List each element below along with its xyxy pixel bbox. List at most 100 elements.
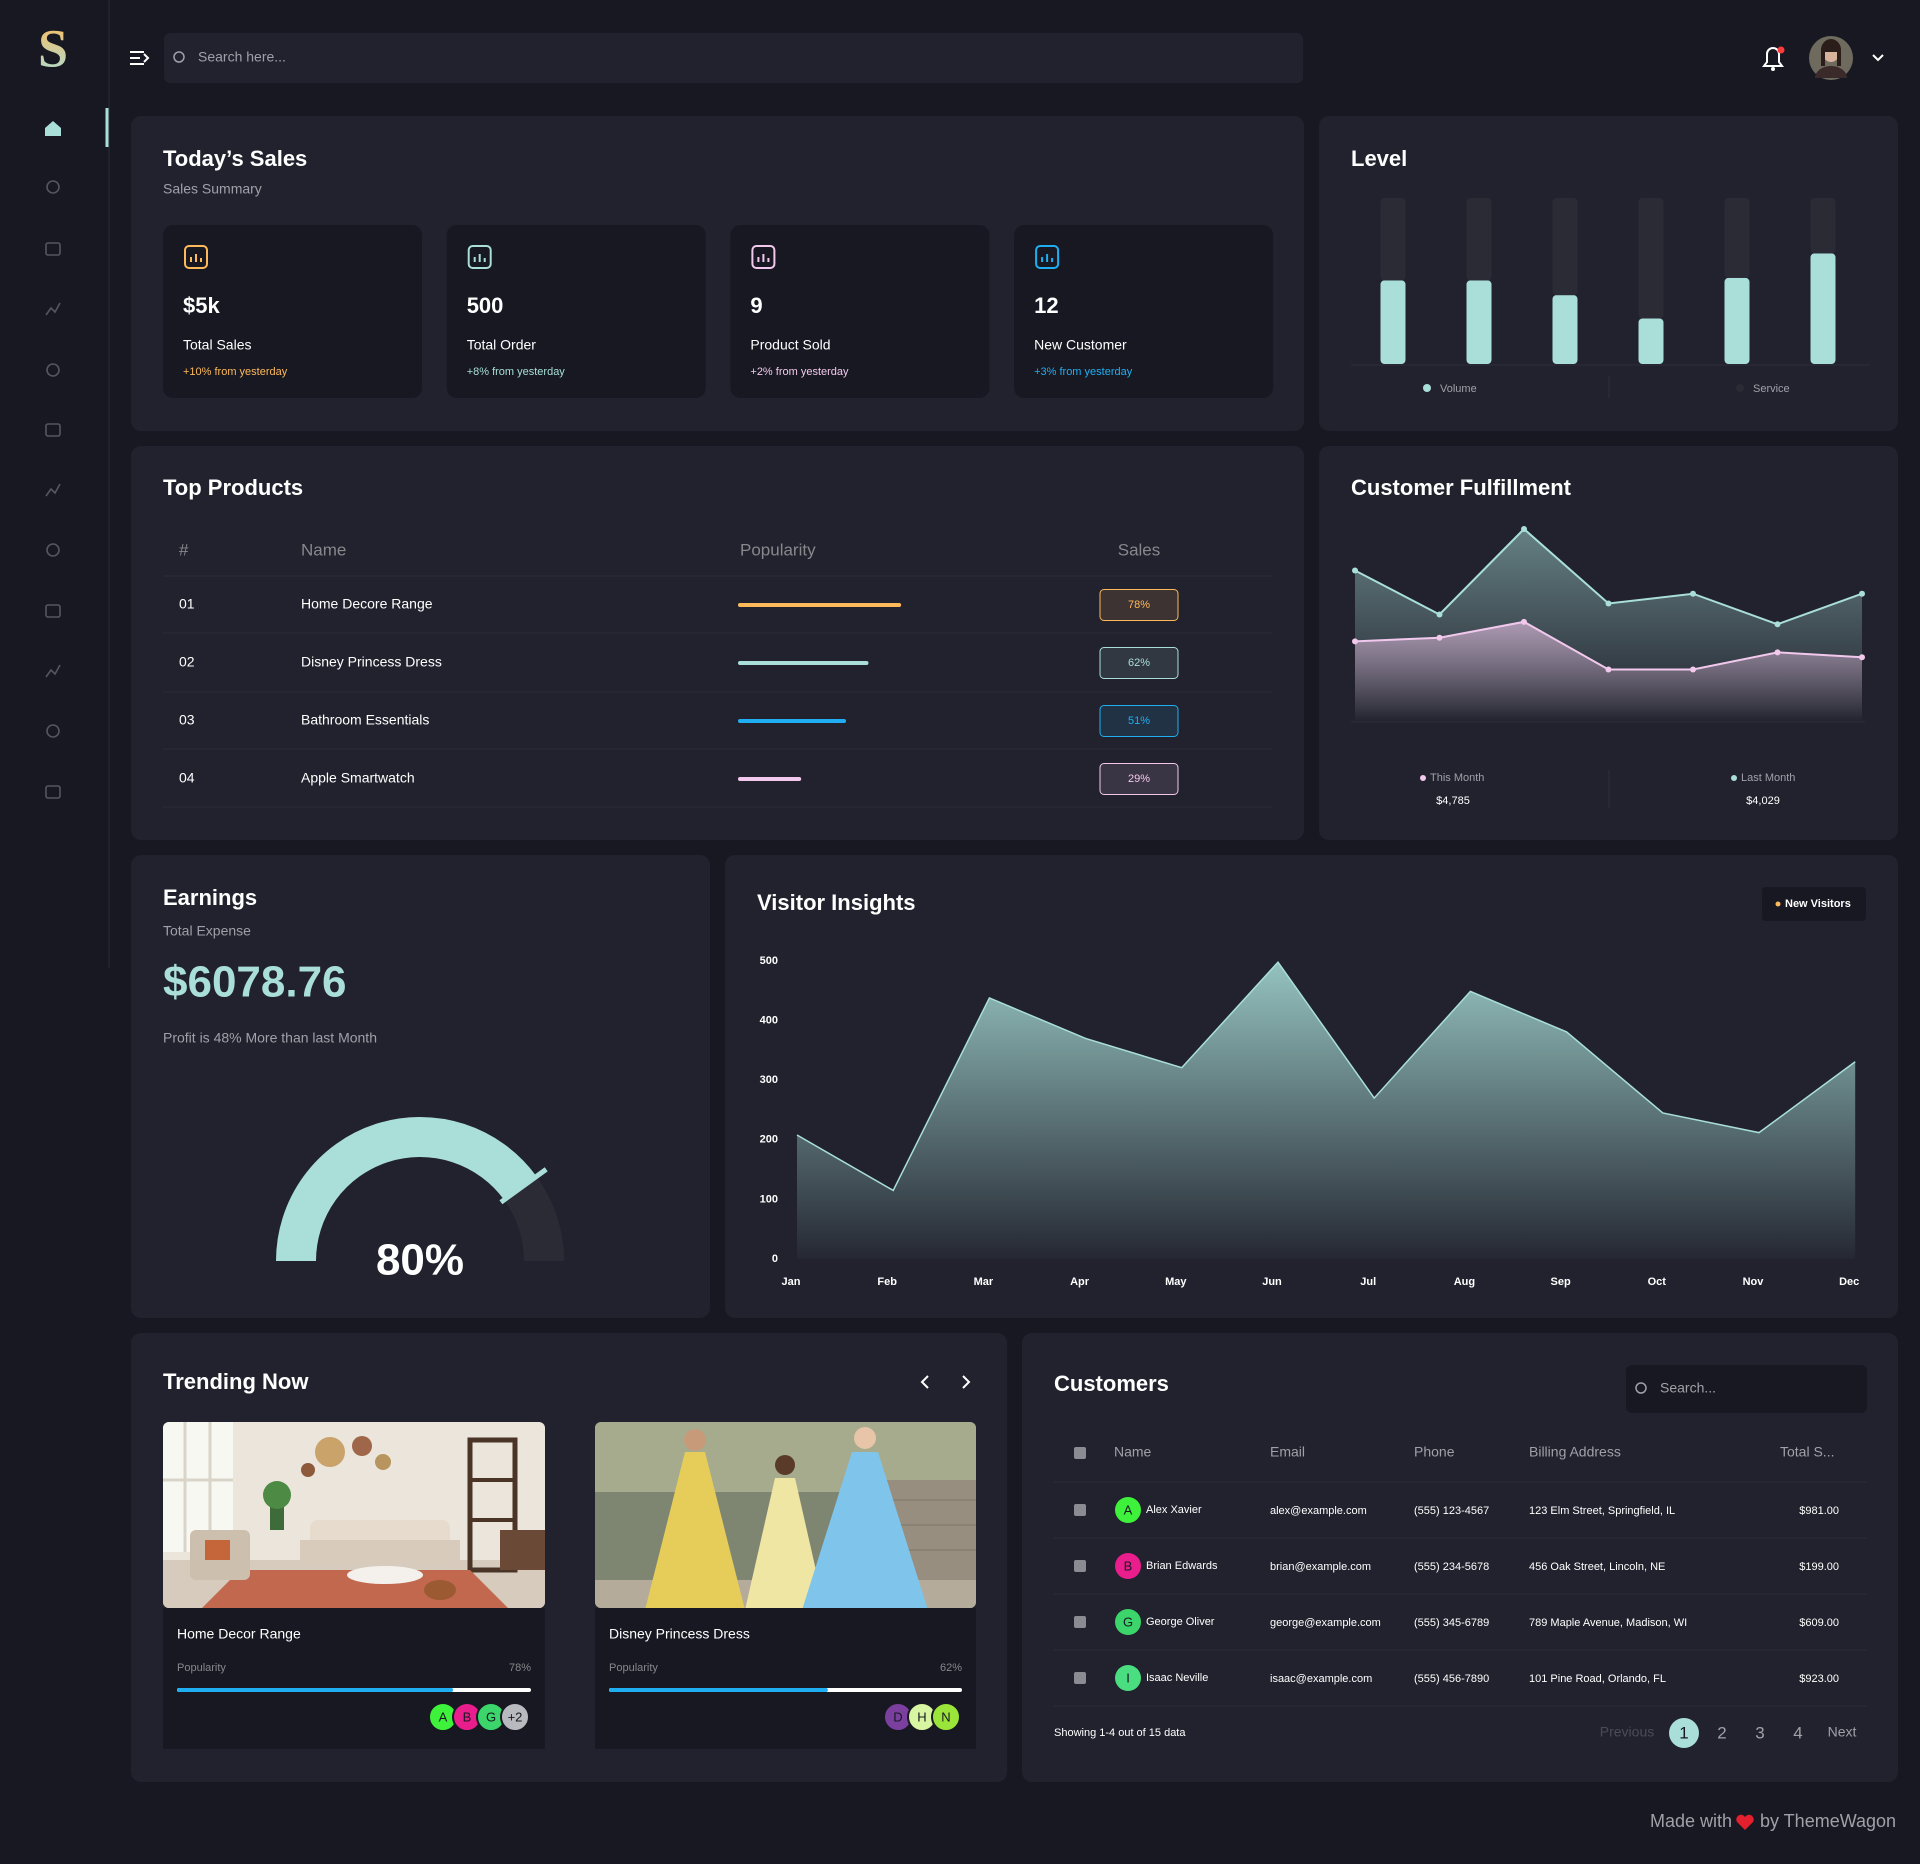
stat-card — [163, 225, 422, 398]
pagination-next[interactable]: Next — [1828, 1724, 1857, 1740]
nav-icon-shape — [45, 604, 61, 618]
avatar-initial: +2 — [508, 1709, 523, 1724]
legend-marker — [1423, 384, 1431, 392]
bar — [1724, 198, 1750, 278]
card — [131, 446, 1304, 840]
customer-total: $199.00 — [1799, 1561, 1839, 1573]
bar — [1810, 253, 1836, 364]
card-subtitle: Total Expense — [163, 923, 251, 939]
stat-label: Total Order — [467, 337, 537, 353]
column-header: Total S... — [1780, 1444, 1834, 1460]
pagination-page[interactable]: 4 — [1793, 1723, 1802, 1742]
stat-value: $5k — [183, 293, 220, 318]
rank: 02 — [179, 654, 195, 670]
nav-icon[interactable] — [46, 363, 60, 377]
nav-icon[interactable] — [45, 785, 61, 799]
x-tick-label: Jan — [782, 1276, 801, 1288]
next-arrow[interactable] — [962, 1375, 971, 1389]
x-tick-label: Jun — [1262, 1276, 1282, 1288]
pagination-active — [1669, 1718, 1699, 1748]
nav-icon-shape — [45, 483, 61, 497]
legend-label: Volume — [1440, 383, 1477, 395]
pagination-previous[interactable]: Previous — [1600, 1724, 1654, 1740]
nav-icon[interactable] — [45, 664, 61, 678]
customer-phone: (555) 345-6789 — [1414, 1617, 1489, 1629]
product-name: Home Decore Range — [301, 596, 433, 612]
gauge-label: 80% — [376, 1236, 464, 1285]
point — [1521, 526, 1527, 532]
sales-badge — [1099, 705, 1179, 737]
rank: 04 — [179, 770, 195, 786]
sales-label: 78% — [1128, 599, 1150, 611]
prev-arrow[interactable] — [920, 1375, 929, 1389]
legend-marker — [1420, 775, 1426, 781]
point — [1605, 600, 1612, 607]
bar — [1466, 280, 1492, 364]
checkbox[interactable] — [1074, 1560, 1086, 1572]
nav-icon[interactable] — [46, 180, 60, 194]
checkbox[interactable] — [1074, 1672, 1086, 1684]
avatar-initial: D — [893, 1709, 902, 1724]
avatar — [1115, 1553, 1141, 1579]
nav-icon-shape — [45, 423, 61, 437]
stat-card — [1014, 225, 1274, 398]
card-title: Visitor Insights — [757, 890, 916, 915]
nav-icon-shape — [46, 180, 60, 194]
customer-search[interactable] — [1626, 1365, 1867, 1413]
search-placeholder: Search... — [1660, 1380, 1716, 1396]
customer-email: alex@example.com — [1270, 1505, 1367, 1517]
legend-label: Service — [1753, 383, 1790, 395]
checkbox[interactable] — [1074, 1616, 1086, 1628]
nav-icon[interactable] — [45, 121, 61, 136]
popularity-label: 62% — [940, 1662, 962, 1674]
nav-icon[interactable] — [45, 483, 61, 497]
nav-icon[interactable] — [46, 543, 60, 557]
notification-bell[interactable] — [1762, 46, 1785, 72]
point — [1521, 618, 1527, 625]
y-tick-label: 0 — [772, 1253, 778, 1265]
customer-name: Isaac Neville — [1146, 1672, 1208, 1684]
pagination-page[interactable]: 2 — [1717, 1723, 1726, 1742]
search-placeholder: Search here... — [198, 49, 286, 65]
point — [1352, 567, 1358, 574]
legend-marker — [1731, 775, 1737, 781]
product-name: Bathroom Essentials — [301, 712, 429, 728]
nav-icon[interactable] — [45, 423, 61, 437]
point — [1436, 611, 1443, 618]
menu-icon[interactable] — [130, 51, 150, 65]
nav-icon-shape — [45, 785, 61, 799]
column-header: # — [179, 540, 189, 559]
nav-icon[interactable] — [45, 302, 61, 316]
pagination-page[interactable]: 3 — [1755, 1723, 1764, 1742]
nav-icon-shape — [46, 363, 60, 377]
user-avatar[interactable] — [1809, 36, 1853, 80]
popularity-caption: Popularity — [609, 1662, 658, 1674]
avatar-initial: I — [1126, 1670, 1130, 1685]
rank: 01 — [179, 596, 195, 612]
nav-icon[interactable] — [45, 604, 61, 618]
nav-icon[interactable] — [46, 724, 60, 738]
column-header: Name — [301, 540, 346, 559]
footer-text: by ThemeWagon — [1760, 1811, 1896, 1831]
search-box[interactable] — [164, 33, 1303, 83]
profile-dropdown[interactable] — [1872, 54, 1884, 62]
checkbox[interactable] — [1074, 1504, 1086, 1516]
checkbox[interactable] — [1074, 1447, 1086, 1459]
point — [1690, 666, 1696, 673]
avatar — [1115, 1497, 1141, 1523]
legend-total: $4,785 — [1436, 795, 1470, 807]
avatar — [1115, 1665, 1141, 1691]
stat-icon — [190, 254, 202, 262]
pagination-page[interactable]: 1 — [1679, 1723, 1688, 1742]
stat-change: +3% from yesterday — [1034, 366, 1133, 378]
line — [796, 960, 1856, 1192]
card-title: Today’s Sales — [163, 146, 307, 171]
avatar-initial: G — [1123, 1614, 1133, 1629]
area-fill — [797, 962, 1856, 1259]
nav-icon[interactable] — [45, 242, 61, 256]
logo[interactable]: S — [38, 18, 68, 78]
avatar-initial: H — [917, 1709, 926, 1724]
card-title: Earnings — [163, 885, 257, 910]
card-title: Top Products — [163, 475, 303, 500]
